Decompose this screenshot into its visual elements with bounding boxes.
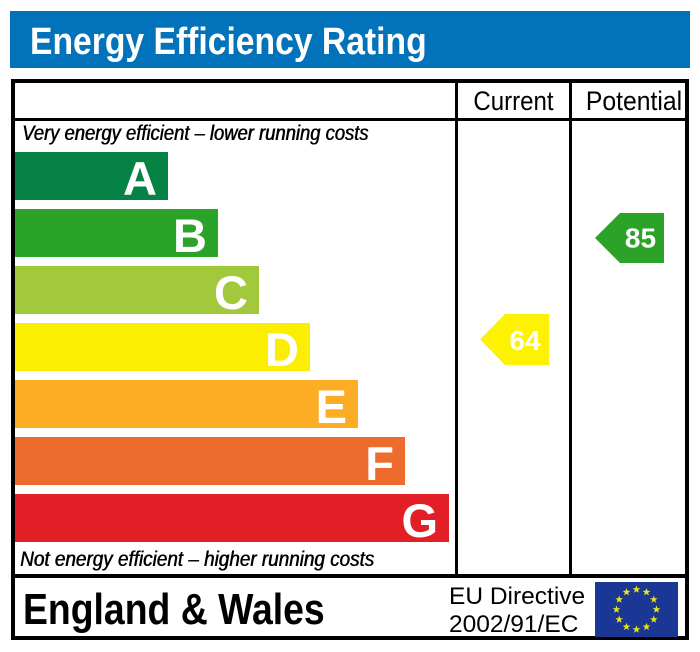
svg-text:64: 64 (509, 325, 541, 356)
svg-text:85: 85 (625, 223, 656, 254)
